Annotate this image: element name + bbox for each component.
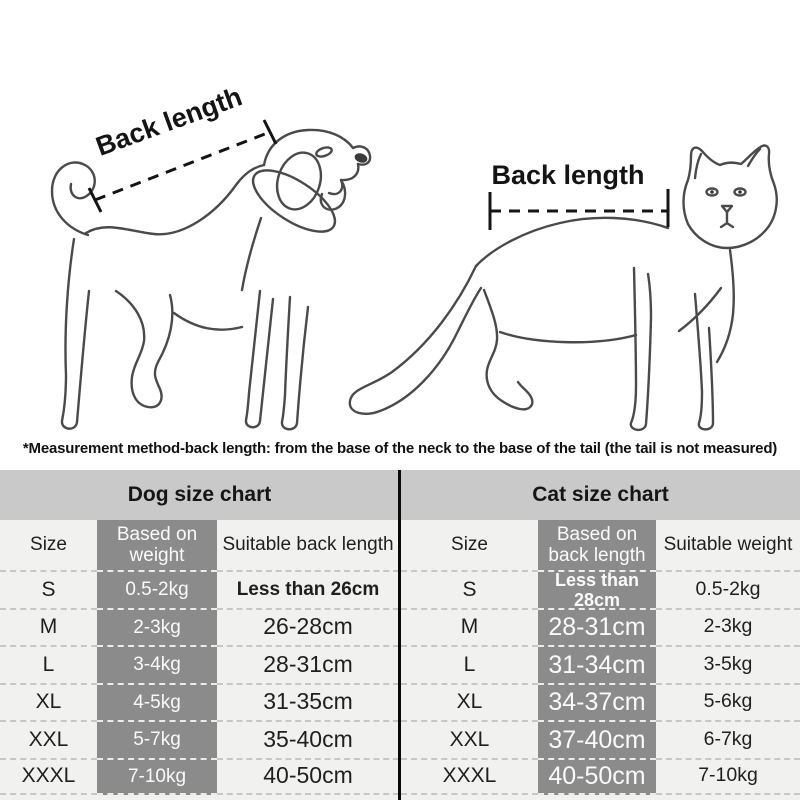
- dog-weight-cell: 0.5-2kg: [97, 570, 217, 608]
- cat-row-xxl: XXL 37-40cm 6-7kg: [401, 720, 800, 758]
- cat-weight-cell: 5-6kg: [656, 682, 800, 721]
- dog-measure-line: [87, 119, 278, 213]
- dog-weight-cell: 2-3kg: [97, 607, 217, 645]
- cat-table-title: Cat size chart: [401, 470, 800, 520]
- cat-right-pupil: [738, 190, 742, 194]
- dog-size-cell: XXL: [0, 720, 97, 758]
- cat-weight-cell: 2-3kg: [656, 607, 800, 646]
- dog-length-cell: Less than 26cm: [217, 570, 399, 608]
- cat-row-l: L 31-34cm 3-5kg: [401, 645, 800, 683]
- cat-row-s: S Less than 28cm 0.5-2kg: [401, 570, 800, 610]
- cat-weight-cell: 7-10kg: [656, 757, 800, 795]
- cat-row-xxxl: XXXL 40-50cm 7-10kg: [401, 757, 800, 795]
- dog-length-cell: 35-40cm: [217, 720, 399, 758]
- cat-row-xl: XL 34-37cm 5-6kg: [401, 682, 800, 721]
- cat-header-length: Based on back length: [538, 520, 656, 570]
- dog-length-cell: 28-31cm: [217, 645, 399, 683]
- dog-weight-cell: 4-5kg: [97, 682, 217, 720]
- cat-weight-cell: 0.5-2kg: [656, 570, 800, 608]
- dog-weight-cell: 7-10kg: [97, 757, 217, 795]
- cat-line-art: [348, 144, 778, 432]
- cat-measure-line: [488, 189, 670, 230]
- dog-size-cell: M: [0, 607, 97, 646]
- dog-row-m: M 2-3kg 26-28cm: [0, 607, 399, 646]
- cat-length-cell: 28-31cm: [538, 607, 656, 645]
- cat-size-cell: XXXL: [401, 757, 538, 795]
- dog-line-art: [50, 128, 372, 431]
- cat-weight-cell: 3-5kg: [656, 645, 800, 683]
- cat-size-cell: M: [401, 607, 538, 646]
- dog-size-cell: XXXL: [0, 757, 97, 795]
- dog-header-row: Size Based on weight Suitable back lengt…: [0, 520, 399, 570]
- dog-length-cell: 40-50cm: [217, 757, 399, 795]
- cat-length-cell: 37-40cm: [538, 720, 656, 758]
- dog-row-xl: XL 4-5kg 31-35cm: [0, 682, 399, 721]
- dog-row-xxl: XXL 5-7kg 35-40cm: [0, 720, 399, 758]
- dog-illustration: Back length: [50, 85, 372, 431]
- cat-size-cell: L: [401, 645, 538, 683]
- dog-size-cell: L: [0, 645, 97, 683]
- dog-nose: [354, 153, 368, 163]
- dog-row-l: L 3-4kg 28-31cm: [0, 645, 399, 683]
- cat-length-cell: 31-34cm: [538, 645, 656, 683]
- dog-row-xxxl: XXXL 7-10kg 40-50cm: [0, 757, 399, 795]
- size-tables-section: Dog size chart Size Based on weight Suit…: [0, 470, 800, 800]
- cat-header-weight: Suitable weight: [663, 534, 793, 556]
- dog-length-cell: 26-28cm: [217, 607, 399, 646]
- dog-weight-cell: 5-7kg: [97, 720, 217, 758]
- cat-back-length-label: Back length: [491, 160, 644, 190]
- cat-illustration: Back length: [348, 144, 778, 432]
- cat-size-table: Cat size chart Size Based on back length…: [401, 470, 800, 795]
- cat-size-cell: S: [401, 570, 538, 608]
- dog-size-cell: S: [0, 570, 97, 608]
- measurement-note: *Measurement method-back length: from th…: [22, 440, 778, 457]
- dog-length-cell: 31-35cm: [217, 682, 399, 721]
- dog-weight-cell: 3-4kg: [97, 645, 217, 683]
- cat-left-pupil: [710, 190, 714, 194]
- cat-length-cell: Less than 28cm: [538, 570, 656, 610]
- dog-size-table: Dog size chart Size Based on weight Suit…: [0, 470, 399, 795]
- cat-row-m: M 28-31cm 2-3kg: [401, 607, 800, 646]
- cat-size-cell: XXL: [401, 720, 538, 758]
- dog-size-cell: XL: [0, 682, 97, 721]
- dog-header-weight: Based on weight: [97, 520, 217, 570]
- cat-weight-cell: 6-7kg: [656, 720, 800, 758]
- cat-length-cell: 40-50cm: [538, 757, 656, 795]
- table-divider: [398, 470, 401, 800]
- cat-header-row: Size Based on back length Suitable weigh…: [401, 520, 800, 570]
- cat-size-cell: XL: [401, 682, 538, 721]
- dog-row-s: S 0.5-2kg Less than 26cm: [0, 570, 399, 608]
- cat-length-cell: 34-37cm: [538, 682, 656, 720]
- dog-table-title: Dog size chart: [0, 470, 399, 520]
- cat-header-size: Size: [451, 534, 488, 556]
- dog-header-size: Size: [30, 534, 67, 556]
- dog-header-length: Suitable back length: [222, 534, 394, 556]
